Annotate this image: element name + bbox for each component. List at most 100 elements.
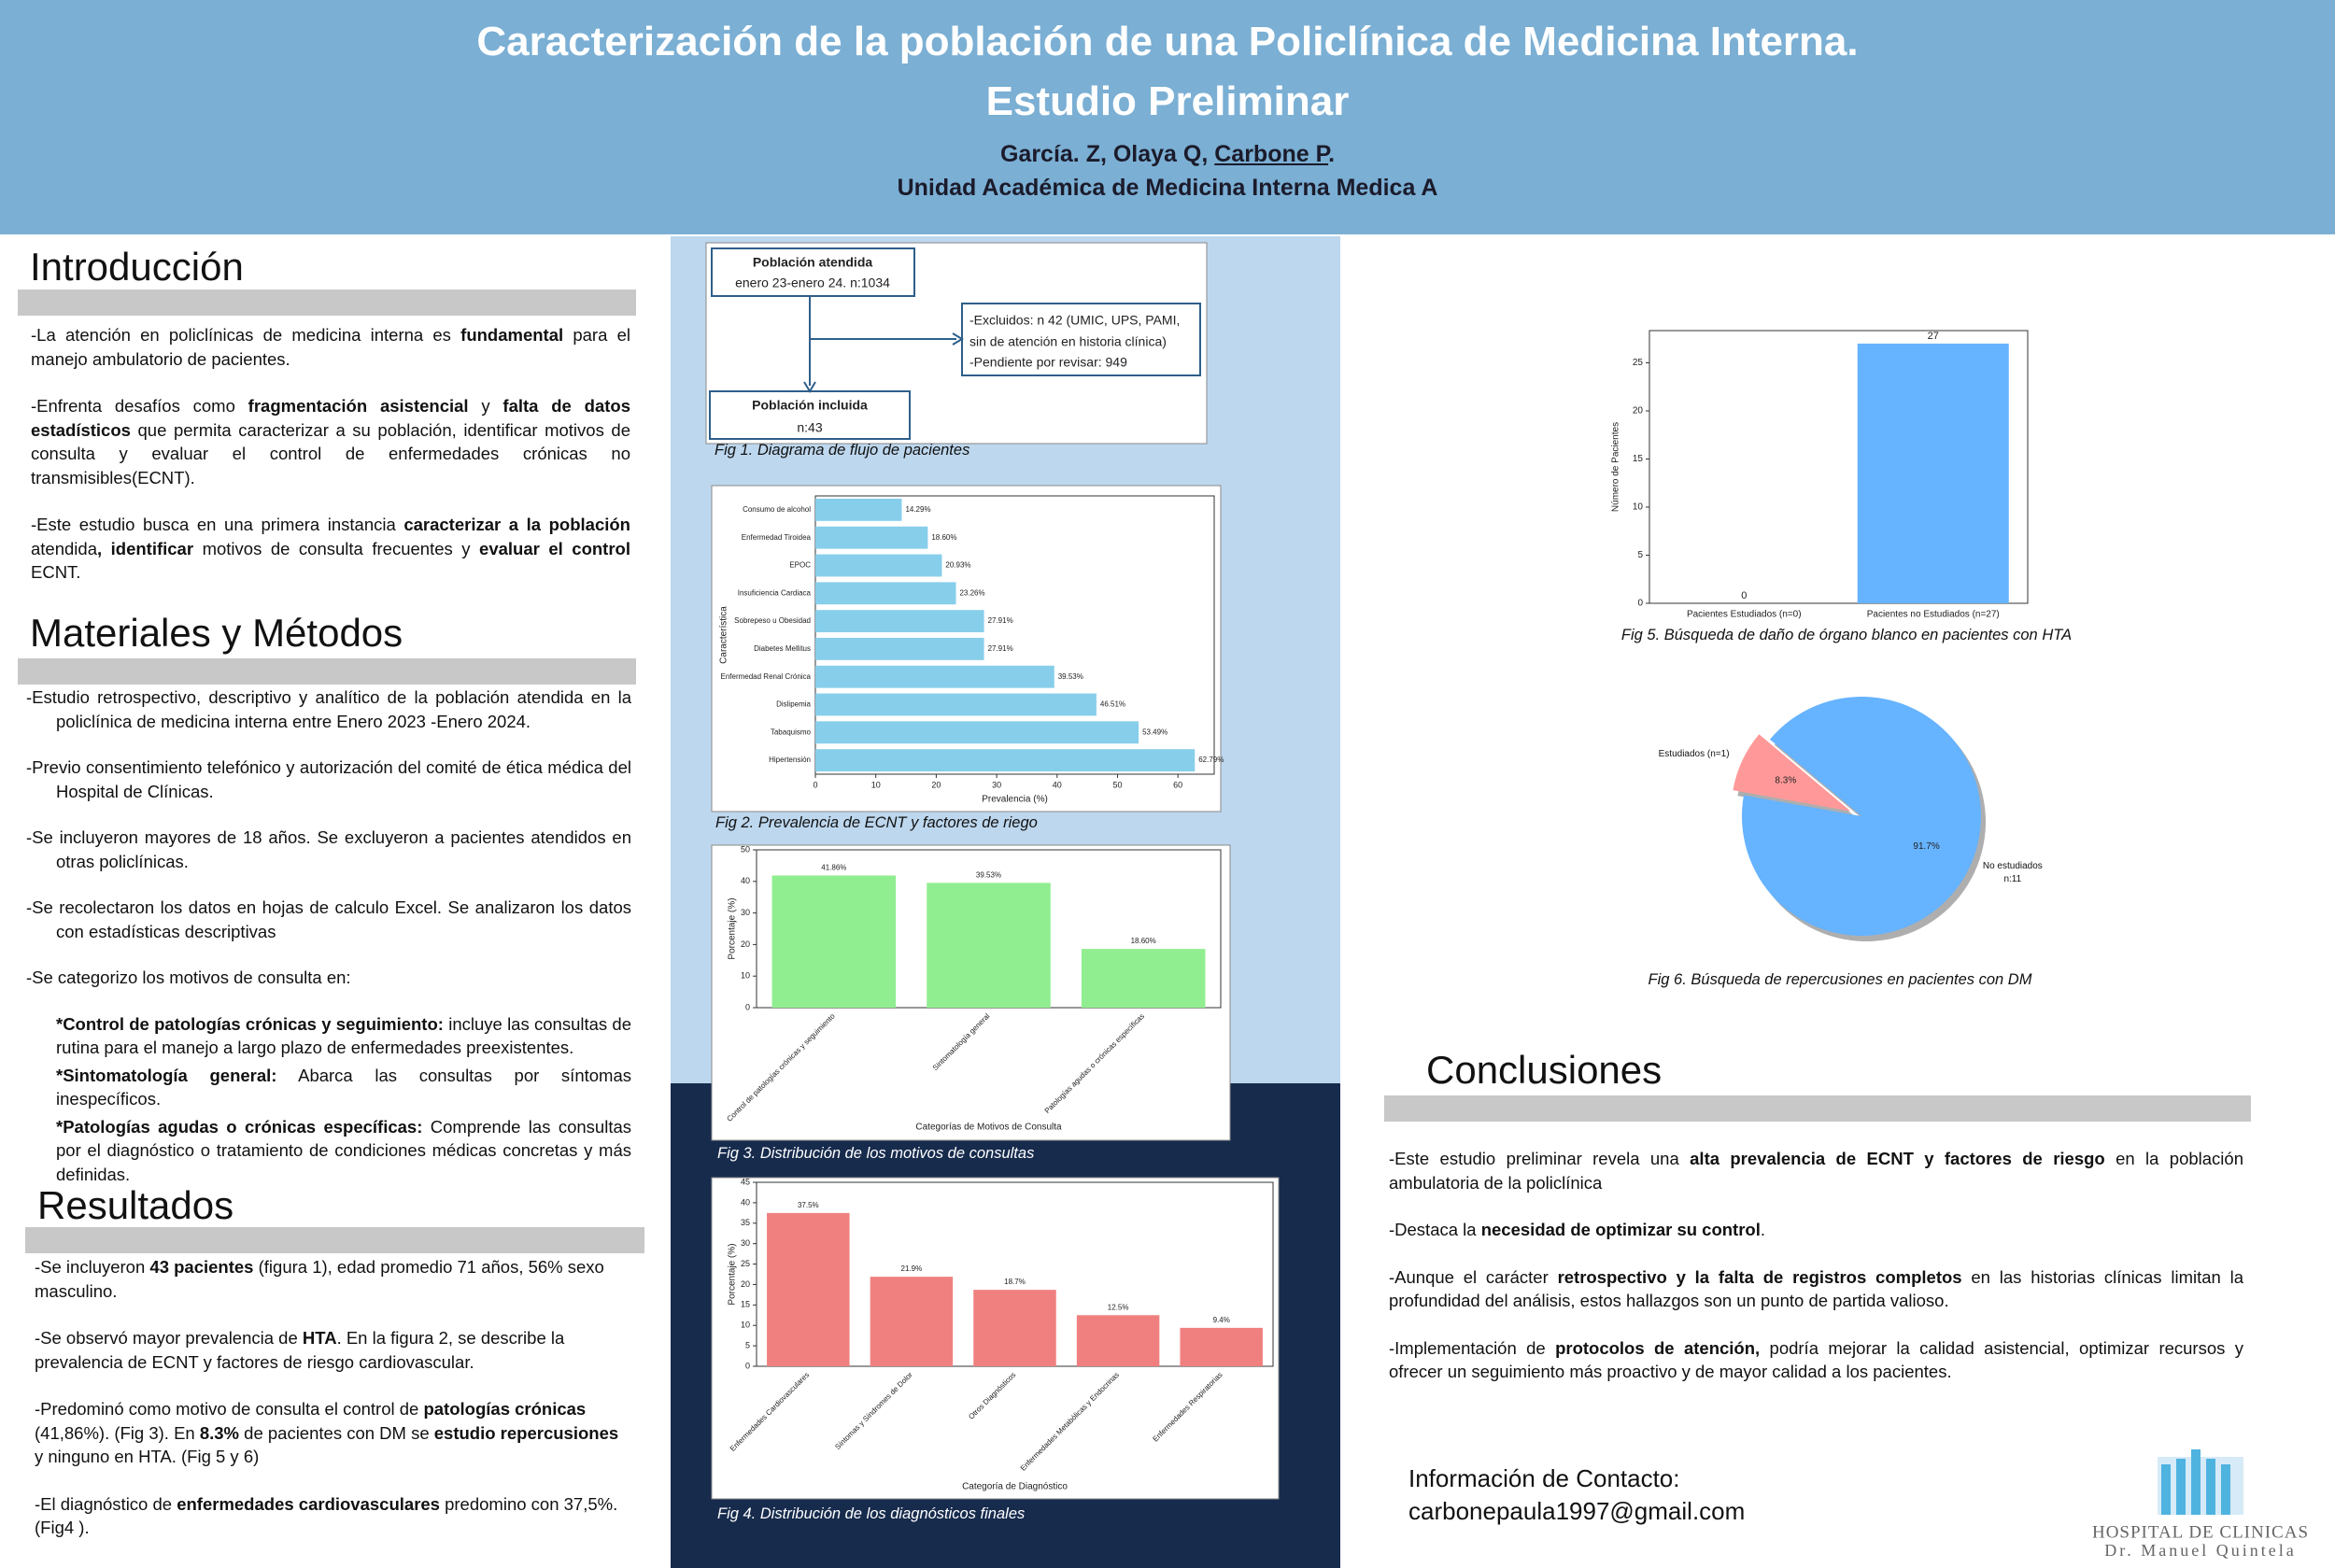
contact-label: Información de Contacto: — [1408, 1464, 1680, 1492]
text-run: protocolos de atención, — [1555, 1337, 1761, 1358]
bar — [815, 693, 1097, 716]
paragraph: -Previo consentimiento telefónico y auto… — [26, 756, 631, 803]
text-run: fundamental — [460, 325, 564, 345]
caption: Fig 3. Distribución de los motivos de co… — [717, 1145, 1035, 1162]
flow-text: enero 23-enero 24. n:1034 — [735, 275, 890, 290]
methods-text: -Estudio retrospectivo, descriptivo y an… — [26, 685, 631, 1190]
text-run: . — [1328, 141, 1336, 167]
text-run: -Se observó mayor prevalencia de — [35, 1328, 303, 1348]
flow-text: Población atendida — [753, 255, 873, 270]
slice-label: 91.7% — [1913, 841, 1939, 852]
paragraph: -Estudio retrospectivo, descriptivo y an… — [26, 685, 631, 733]
y-tick-label: Tabaquismo — [771, 727, 812, 736]
y-axis-label: Porcentaje (%) — [728, 1243, 738, 1305]
paragraph: -Aunque el carácter retrospectivo y la f… — [1389, 1265, 2243, 1313]
x-axis-label: Categorías de Motivos de Consulta — [915, 1123, 1062, 1133]
text-run: -El diagnóstico de — [35, 1493, 177, 1514]
text-run: atendida — [31, 538, 97, 558]
heading-bar — [25, 1227, 644, 1253]
value-label: 37.5% — [798, 1201, 819, 1209]
results-text: -Se incluyeron 43 pacientes (figura 1), … — [35, 1255, 629, 1563]
y-axis-label: Número de Pacientes — [1611, 422, 1621, 512]
y-tick-label: 40 — [741, 876, 750, 885]
value-label: 27.91% — [988, 616, 1013, 625]
value-label: 18.60% — [931, 533, 956, 542]
y-tick-label: 10 — [1633, 502, 1644, 513]
text-run: que permita caracterizar a su población,… — [31, 419, 630, 487]
text-run: -Este estudio busca en una primera insta… — [31, 515, 404, 534]
pie-slice — [1742, 697, 1981, 936]
text-run: 8.3% — [199, 1422, 240, 1443]
x-tick-label: 50 — [1112, 780, 1122, 789]
value-label: 9.4% — [1213, 1316, 1230, 1324]
bar — [815, 610, 984, 633]
y-tick-label: Hipertensión — [769, 756, 811, 764]
flow-text: -Excluidos: n 42 (UMIC, UPS, PAMI, — [969, 313, 1180, 328]
y-tick-label: 30 — [741, 908, 750, 917]
text-run: 43 pacientes — [149, 1257, 254, 1277]
paragraph: -Se incluyeron 43 pacientes (figura 1), … — [35, 1255, 629, 1303]
y-tick-label: 35 — [741, 1218, 750, 1227]
paragraph: -Predominó como motivo de consulta el co… — [35, 1397, 629, 1469]
text-run: retrospectivo y la falta de registros co… — [1557, 1266, 1962, 1287]
value-label: 46.51% — [1100, 700, 1125, 709]
text-run: -Aunque el carácter — [1389, 1266, 1558, 1287]
bar — [1857, 343, 2009, 603]
title: Estudio Preliminar — [985, 78, 1350, 124]
flow-text: n:43 — [797, 420, 822, 435]
text-run: -Implementación de — [1389, 1337, 1556, 1358]
bar — [815, 498, 902, 521]
bar — [815, 526, 928, 549]
text-run: motivos de consulta frecuentes y — [193, 538, 480, 558]
flow-text: -Pendiente por revisar: 949 — [969, 355, 1127, 370]
bar — [815, 554, 942, 577]
text-run: de pacientes con DM se — [239, 1422, 434, 1443]
header-band — [0, 0, 2335, 234]
text-run: evaluar el control — [479, 538, 630, 558]
y-axis-label: Porcentaje (%) — [728, 897, 738, 959]
text-run: . — [1760, 1220, 1766, 1239]
y-tick-label: 0 — [745, 1002, 750, 1011]
value-label: 62.79% — [1198, 756, 1224, 764]
x-axis-label: Categoría de Diagnóstico — [962, 1482, 1068, 1492]
paragraph: -Se incluyeron mayores de 18 años. Se ex… — [26, 826, 631, 873]
bar — [815, 582, 956, 605]
x-tick-label: 10 — [871, 780, 881, 789]
section-heading: Resultados — [37, 1183, 234, 1227]
bar — [815, 749, 1196, 772]
paragraph: -Se observó mayor prevalencia de HTA. En… — [35, 1326, 629, 1374]
caption: Fig 4. Distribución de los diagnósticos … — [717, 1505, 1026, 1522]
text-run: estudio repercusiones — [433, 1422, 619, 1443]
x-tick-label: Pacientes no Estudiados (n=27) — [1867, 610, 2000, 620]
value-label: 18.60% — [1131, 937, 1156, 945]
y-tick-label: Enfermedad Renal Crónica — [721, 672, 812, 681]
list-item: *Patologías agudas o crónicas específica… — [26, 1115, 631, 1187]
y-tick-label: Dislipemia — [776, 700, 811, 709]
y-tick-label: 10 — [741, 1321, 750, 1330]
caption: Fig 1. Diagrama de flujo de pacientes — [715, 442, 970, 459]
bar — [767, 1212, 850, 1366]
text-run: alta prevalencia de ECNT y factores de r… — [1690, 1149, 2105, 1168]
x-tick-label: 60 — [1173, 780, 1182, 789]
text-run: Abarca las consultas por síntomas inespe… — [56, 1065, 631, 1109]
x-axis-label: Prevalencia (%) — [982, 795, 1048, 805]
slice-label: 8.3% — [1775, 776, 1796, 786]
paragraph: -La atención en policlínicas de medicina… — [31, 323, 630, 371]
heading-bar — [18, 658, 636, 685]
flow-box — [711, 247, 915, 297]
value-label: 21.9% — [901, 1264, 923, 1273]
logo-bar — [2161, 1464, 2171, 1515]
bar — [870, 1277, 954, 1366]
value-label: 12.5% — [1108, 1303, 1129, 1311]
y-tick-label: 50 — [741, 844, 750, 854]
text-run: para el manejo ambulatorio de pacientes. — [31, 325, 630, 369]
caption: Fig 2. Prevalencia de ECNT y factores de… — [715, 814, 1038, 831]
text-run: en las historias clínicas limitan la pro… — [1389, 1266, 2244, 1311]
logo-text: Dr. Manuel Quintela — [2104, 1541, 2296, 1560]
paragraph: -Implementación de protocolos de atenció… — [1389, 1336, 2243, 1384]
x-tick-label: 20 — [931, 780, 941, 789]
caption: Fig 5. Búsqueda de daño de órgano blanco… — [1620, 627, 2073, 643]
paragraph: -Este estudio busca en una primera insta… — [31, 513, 630, 585]
x-tick-label: 0 — [813, 780, 817, 789]
